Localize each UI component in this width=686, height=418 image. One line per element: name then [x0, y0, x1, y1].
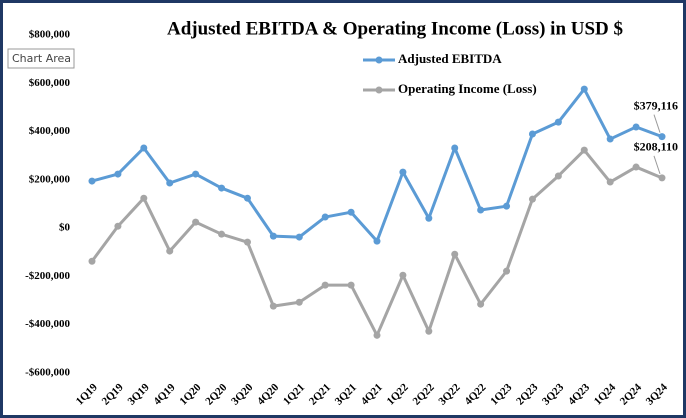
y-tick-label: -$200,000: [25, 270, 70, 282]
point: [554, 172, 562, 180]
point: [88, 257, 96, 265]
point: [192, 170, 200, 178]
y-tick-label: -$400,000: [25, 318, 70, 330]
point: [477, 206, 485, 214]
tooltip-frame: [7, 48, 75, 69]
point: [606, 135, 614, 143]
legend-marker: [375, 56, 383, 64]
point: [632, 163, 640, 171]
point: [503, 202, 511, 210]
point: [606, 178, 614, 186]
point: [140, 144, 148, 152]
point: [192, 218, 200, 226]
point: [166, 247, 174, 255]
point: [269, 232, 277, 240]
point: [140, 194, 148, 202]
point: [295, 233, 303, 241]
point: [580, 146, 588, 154]
tooltip-box: Chart Area: [7, 48, 75, 69]
point: [451, 250, 459, 258]
point: [269, 302, 277, 310]
point: [166, 179, 174, 187]
point: [243, 194, 251, 202]
point: [503, 267, 511, 275]
legend-label: Adjusted EBITDA: [398, 51, 502, 66]
chart-title: Adjusted EBITDA & Operating Income (Loss…: [167, 18, 623, 39]
point: [243, 238, 251, 246]
y-tick-label: $600,000: [29, 77, 71, 89]
point: [347, 208, 355, 216]
point: [425, 214, 433, 222]
point: [114, 170, 122, 178]
legend-label: Operating Income (Loss): [398, 81, 537, 96]
point: [658, 174, 666, 182]
point: [632, 123, 640, 131]
point: [554, 118, 562, 126]
legend-marker: [375, 86, 383, 94]
point: [88, 177, 96, 185]
y-tick-label: -$600,000: [25, 367, 70, 379]
point: [373, 237, 381, 245]
y-tick-label: $200,000: [29, 173, 71, 185]
point: [295, 298, 303, 306]
point: [114, 222, 122, 230]
data-label: $208,110: [634, 140, 678, 154]
point: [347, 281, 355, 289]
point: [218, 230, 226, 238]
leader-line: [653, 114, 661, 133]
point: [528, 130, 536, 138]
point: [321, 281, 329, 289]
point: [399, 168, 407, 176]
point: [528, 195, 536, 203]
leader-line: [653, 155, 661, 175]
point: [425, 327, 433, 335]
data-label: $379,116: [634, 98, 678, 112]
y-tick-label: $400,000: [29, 125, 71, 137]
point: [580, 85, 588, 93]
point: [451, 144, 459, 152]
point: [477, 300, 485, 308]
point: [373, 331, 381, 339]
point: [321, 213, 329, 221]
point: [399, 271, 407, 279]
tooltip: Chart Area: [12, 52, 71, 65]
point: [218, 184, 226, 192]
point: [658, 133, 666, 141]
y-tick-label: $0: [59, 222, 71, 234]
y-tick-label: $800,000: [29, 29, 71, 41]
